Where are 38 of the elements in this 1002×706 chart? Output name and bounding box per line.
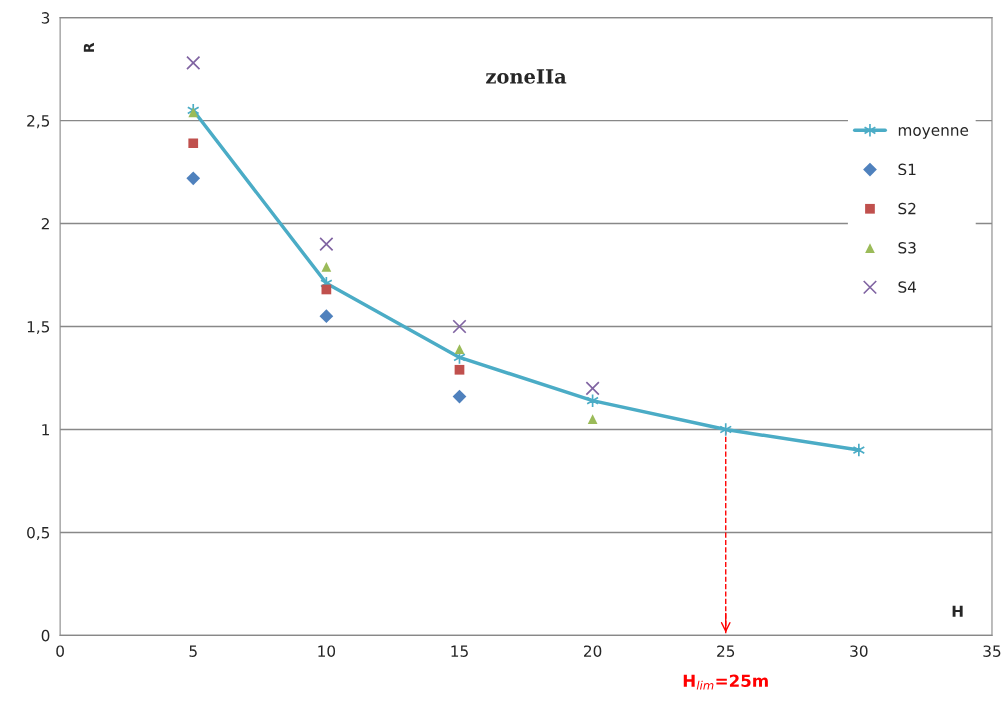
y-tick-label: 2,5 <box>27 115 50 129</box>
point <box>587 414 598 425</box>
legend-label: S2 <box>898 202 916 215</box>
point <box>319 309 334 324</box>
point <box>454 344 465 355</box>
point <box>321 261 332 272</box>
x-tick-label: 30 <box>850 645 868 657</box>
legend-label: S1 <box>898 163 916 176</box>
text: zoneIIa <box>486 69 567 84</box>
x-axis-title: H <box>952 605 963 617</box>
point <box>186 171 201 186</box>
legend-label: S4 <box>898 281 917 293</box>
x-tick-label: 10 <box>318 645 336 657</box>
legend-label: S3 <box>898 242 916 254</box>
y-tick-label: 1,5 <box>27 321 50 335</box>
y-tick-label: 3 <box>41 12 50 24</box>
y-tick-label: 1 <box>42 424 49 436</box>
x-tick-label: 0 <box>56 645 64 657</box>
y-axis-title: R <box>83 42 94 52</box>
point <box>454 364 465 375</box>
point <box>319 237 334 252</box>
x-tick-label: 20 <box>584 645 602 657</box>
x-tick-label: 25 <box>717 645 735 657</box>
point <box>188 138 199 149</box>
y-tick-label: 0,5 <box>27 526 50 541</box>
x-tick-label: 15 <box>451 645 468 657</box>
ref-line-label: H$_{lim}$=25m <box>683 674 768 690</box>
x-tick-label: 35 <box>983 645 1001 657</box>
point <box>188 107 199 118</box>
y-tick-label: 0 <box>41 629 50 642</box>
point <box>186 55 201 71</box>
x-tick-label: 5 <box>189 645 197 657</box>
point <box>719 422 732 437</box>
legend-label: moyenne <box>898 127 969 139</box>
point <box>852 442 866 458</box>
y-tick-label: 2 <box>41 218 49 230</box>
point <box>585 381 600 396</box>
point <box>452 319 467 334</box>
